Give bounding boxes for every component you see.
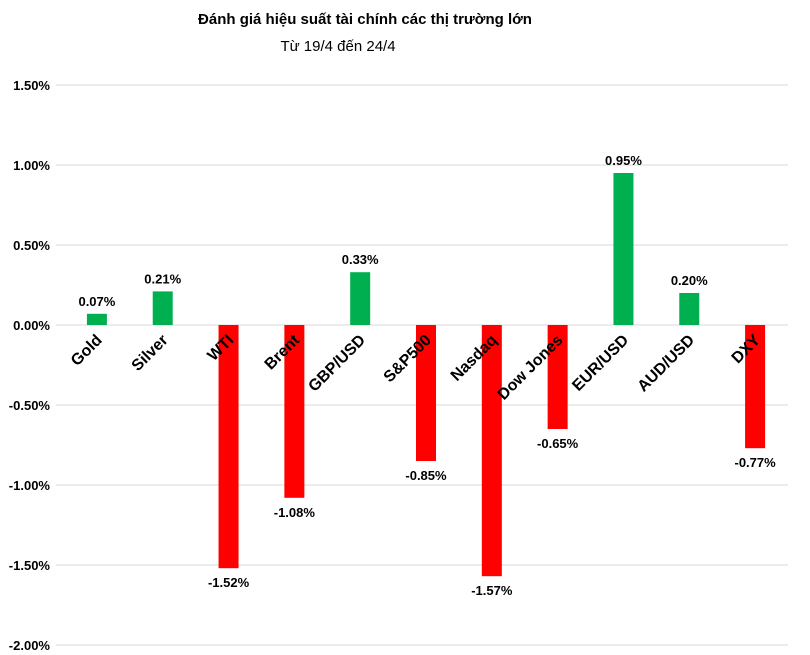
bar-gold [86,313,107,325]
y-tick-label: 1.00% [13,158,50,173]
category-label: Silver [129,332,172,375]
chart-title: Đánh giá hiệu suất tài chính các thị trư… [198,11,532,28]
category-label: EUR/USD [569,332,632,395]
y-tick-label: -2.00% [9,638,51,653]
bar-wti [218,325,239,569]
data-label: -1.57% [471,583,513,598]
bar-eur-usd [613,173,634,325]
bar-s-p500 [416,325,436,461]
data-label: -1.52% [208,575,250,590]
data-label: 0.21% [144,271,181,286]
data-label: -1.08% [274,505,316,520]
data-label: 0.33% [342,252,379,267]
bar-dxy [745,325,766,449]
y-tick-label: 0.50% [13,238,50,253]
y-tick-label: -1.50% [9,558,51,573]
data-label: 0.95% [605,153,642,168]
data-label: -0.77% [734,455,776,470]
bar-silver [152,291,173,325]
data-label: -0.65% [537,436,579,451]
y-tick-label: 0.00% [13,318,50,333]
bar-nasdaq [481,325,502,577]
bar-aud-usd [679,293,700,325]
bar-gbp-usd [350,272,371,325]
y-tick-label: 1.50% [13,78,50,93]
chart-subtitle: Từ 19/4 đến 24/4 [280,38,395,55]
y-tick-label: -1.00% [9,478,51,493]
bar-dow-jones [547,325,568,429]
category-label: Gold [68,332,106,370]
data-label: 0.07% [78,294,115,309]
data-label: 0.20% [671,273,708,288]
category-label: AUD/USD [635,332,699,396]
category-label: GBP/USD [305,332,369,396]
y-tick-label: -0.50% [9,398,51,413]
data-label: -0.85% [405,468,447,483]
bar-brent [284,325,305,498]
